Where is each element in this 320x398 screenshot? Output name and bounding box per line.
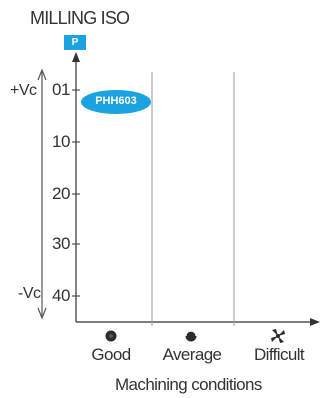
y-tick-label-40: 40 [52, 286, 70, 305]
grade-ellipse [81, 90, 151, 114]
chart-title: MILLING ISO [30, 8, 130, 28]
y-tick-label-20: 20 [52, 184, 70, 203]
x-axis-arrowhead [310, 318, 320, 326]
speed-high-label: +Vc [10, 82, 37, 99]
x-axis-label: Machining conditions [115, 375, 262, 394]
x-category-average: Average [162, 345, 222, 364]
iso-group-badge: P [64, 35, 86, 50]
grade-label: PHH603 [95, 95, 137, 107]
x-category-good: Good [91, 345, 131, 364]
y-tick-label-30: 30 [52, 234, 70, 253]
speed-double-arrow [37, 68, 47, 320]
average-conditions-icon [185, 330, 197, 342]
difficult-conditions-icon [271, 329, 285, 343]
y-axis-arrowhead [72, 52, 80, 62]
good-conditions-icon [105, 330, 117, 342]
y-tick-label-10: 10 [52, 132, 70, 151]
y-tick-label-01: 01 [52, 80, 70, 99]
x-category-difficult: Difficult [253, 345, 305, 364]
speed-low-label: -Vc [18, 285, 41, 302]
